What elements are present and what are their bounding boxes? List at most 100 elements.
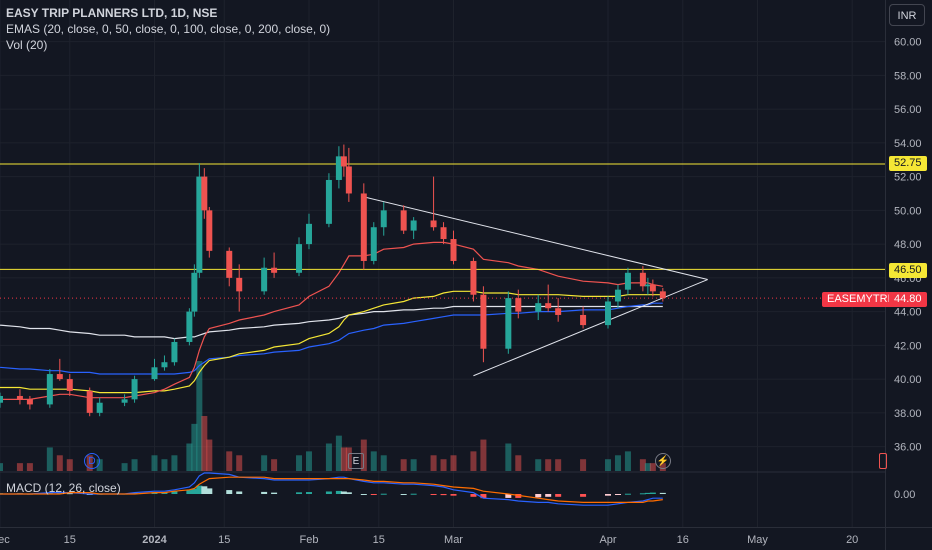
candle-body xyxy=(196,176,203,273)
future-earnings-icon[interactable] xyxy=(879,453,887,469)
time-tick: 2024 xyxy=(142,534,167,546)
candle-body xyxy=(440,227,447,240)
volume-bar xyxy=(0,463,3,471)
candle-body xyxy=(480,294,487,349)
candle-body xyxy=(340,156,347,167)
volume-bar xyxy=(325,443,332,471)
triangle-pattern[interactable] xyxy=(363,196,708,377)
ema20-line xyxy=(0,241,663,400)
horizontal-lines[interactable] xyxy=(0,163,885,299)
macd-histogram-bar xyxy=(56,492,63,494)
time-axis[interactable]: Dec 15 2024 15 Feb 15 Mar Apr 16 May 20 xyxy=(0,534,858,546)
volume-bar xyxy=(400,459,407,471)
candle-body xyxy=(470,260,477,295)
candle-body xyxy=(305,223,312,245)
candle-body xyxy=(644,284,651,287)
macd-histogram-bar xyxy=(505,494,512,498)
volume-bar xyxy=(96,459,103,471)
volume-bar xyxy=(515,455,522,471)
volume-bar xyxy=(46,447,53,471)
candle-body xyxy=(505,298,512,349)
candle-body xyxy=(410,220,417,231)
time-tick: 20 xyxy=(846,534,858,546)
ema50-line xyxy=(0,290,663,394)
volume-bar xyxy=(580,459,587,471)
earnings-event-icon[interactable]: E xyxy=(348,453,364,469)
time-tick: Dec xyxy=(0,534,10,546)
candle-body xyxy=(535,303,542,312)
candle-body xyxy=(335,156,342,180)
price-tick: 52.00 xyxy=(894,172,922,184)
candle-body xyxy=(186,311,193,342)
volume-bar xyxy=(370,451,377,471)
candle-body xyxy=(226,250,233,278)
time-tick: 16 xyxy=(677,534,689,546)
symbol-title[interactable]: EASY TRIP PLANNERS LTD, 1D, NSE xyxy=(6,6,218,20)
candle-body xyxy=(624,272,631,290)
time-tick: May xyxy=(747,534,768,546)
candle-body xyxy=(649,284,656,292)
candle-body xyxy=(86,390,93,413)
candle-body xyxy=(201,176,208,211)
candle-body xyxy=(360,193,367,261)
volume-bar xyxy=(201,416,208,471)
macd-histogram-bar xyxy=(580,494,587,497)
last-price-tag: 44.80 xyxy=(889,292,927,307)
macd-histogram-bar xyxy=(555,494,562,497)
candle-body xyxy=(545,303,552,309)
currency-button[interactable]: INR xyxy=(889,4,925,26)
volume-bar xyxy=(335,435,342,471)
macd-histogram-bar xyxy=(236,491,243,494)
candle-body xyxy=(555,308,562,315)
macd-histogram-bar xyxy=(196,485,203,494)
time-tick: Feb xyxy=(299,534,318,546)
volume-bar xyxy=(535,459,542,471)
macd-histogram-bar xyxy=(271,492,278,494)
macd-legend[interactable]: MACD (12, 26, close) xyxy=(6,481,121,495)
dividend-event-icon[interactable]: D xyxy=(84,453,100,469)
candle-body xyxy=(121,399,128,403)
macd-histogram-bar xyxy=(66,493,73,495)
macd-histogram-bar xyxy=(659,492,666,494)
macd-histogram-bar xyxy=(335,490,342,494)
macd-histogram-bar xyxy=(226,490,233,494)
lower-trendline xyxy=(473,279,708,377)
candle-body xyxy=(370,227,377,261)
symbol-name-tag: EASEMYTRIP xyxy=(822,292,903,307)
macd-histogram-bar xyxy=(480,494,487,499)
volume-bar xyxy=(305,451,312,471)
volume-bar xyxy=(56,455,63,471)
volume-bar xyxy=(206,439,213,471)
candle-body xyxy=(151,367,158,380)
macd-pane xyxy=(0,472,666,506)
macd-histogram-bar xyxy=(340,491,347,494)
macd-histogram-bar xyxy=(624,493,631,495)
ema200-line xyxy=(0,305,663,340)
macd-histogram-bar xyxy=(191,488,198,494)
ema-legend[interactable]: EMAS (20, close, 0, 50, close, 0, 100, c… xyxy=(6,22,331,36)
volume-bar xyxy=(505,443,512,471)
macd-histogram-bar xyxy=(171,491,178,494)
macd-histogram-bar xyxy=(296,492,303,494)
candle-body xyxy=(400,210,407,231)
volume-bar xyxy=(26,463,33,471)
volume-legend[interactable]: Vol (20) xyxy=(6,38,48,52)
candle-body xyxy=(639,272,646,287)
price-axis[interactable]: 60.0058.0056.0054.0052.0050.0048.0046.00… xyxy=(894,37,922,454)
candle-body xyxy=(515,298,522,312)
candle-body xyxy=(0,395,3,403)
ema-lines xyxy=(0,241,663,400)
macd-histogram-bar xyxy=(261,491,268,494)
volume-bar xyxy=(440,459,447,471)
volume-bar xyxy=(171,455,178,471)
macd-histogram-bar xyxy=(400,494,407,495)
volume-bar xyxy=(480,439,487,471)
time-tick: 15 xyxy=(218,534,230,546)
volume-bar xyxy=(624,451,631,471)
macd-histogram-bar xyxy=(614,494,621,495)
candle-body xyxy=(236,277,243,292)
volume-bar xyxy=(470,451,477,471)
flash-event-icon[interactable]: ⚡ xyxy=(655,453,671,469)
